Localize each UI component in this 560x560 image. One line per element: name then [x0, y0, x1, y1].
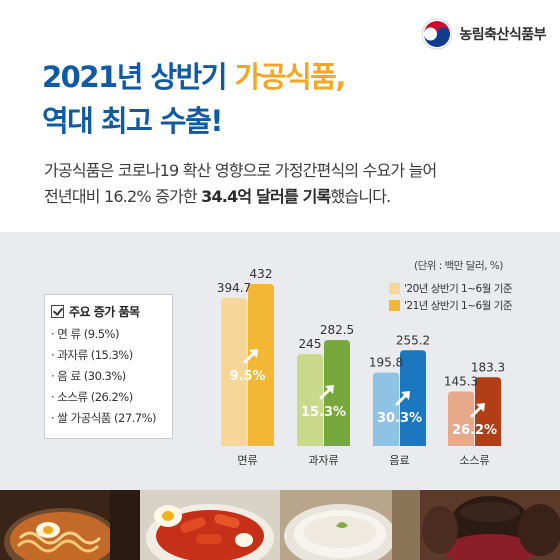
- key-items-title-row: 주요 증가 품목: [51, 303, 172, 320]
- title-line1-a: 2021년 상반기: [42, 60, 235, 94]
- category-label-0: 면류: [237, 454, 257, 467]
- category-label-2: 음료: [389, 454, 409, 467]
- legend-item-2020: '20년 상반기 1~6월 기준: [389, 280, 513, 297]
- legend-label-2020: '20년 상반기 1~6월 기준: [404, 283, 513, 295]
- subtitle-line2-b: 34.4억 달러를 기록: [201, 187, 331, 206]
- key-item-rice-products: · 쌀 가공식품 (27.7%): [51, 411, 157, 425]
- category-label-3: 소스류: [459, 454, 489, 467]
- bar-2021-3: [475, 377, 501, 446]
- growth-arrow-head-1: [325, 385, 334, 394]
- growth-arrow-head-0: [249, 349, 258, 358]
- legend-swatch-2021: [389, 300, 400, 311]
- unit-label: (단위 : 백만 달러, %): [414, 260, 503, 272]
- subtitle-line1: 가공식품은 코로나19 확산 영향으로 가정간편식의 수요가 늘어: [44, 161, 437, 180]
- tteokbokki-photo: [140, 490, 280, 560]
- value-label-2021-1: 282.5: [320, 323, 354, 337]
- title-line2: 역대 최고 수출!: [42, 104, 223, 138]
- food-photo-strip: [0, 490, 560, 560]
- value-label-2020-1: 245: [299, 337, 322, 351]
- legend-swatch-2020: [389, 283, 400, 294]
- key-item-snacks: · 과자류 (15.3%): [51, 348, 133, 362]
- growth-label-1: 15.3%: [301, 405, 346, 420]
- bar-2020-2: [373, 372, 399, 446]
- key-item-sauces: · 소스류 (26.2%): [51, 390, 133, 404]
- sauce-jar-photo: [420, 490, 560, 560]
- key-item-noodles: · 면 류 (9.5%): [51, 327, 119, 341]
- growth-label-2: 30.3%: [377, 411, 422, 426]
- bar-2021-1: [324, 340, 350, 446]
- subtitle-line2-c: 했습니다.: [330, 187, 391, 206]
- bar-2020-1: [297, 354, 323, 446]
- ramen-photo: [0, 490, 140, 560]
- growth-arrow-head-2: [401, 391, 410, 400]
- taegeuk-icon: [421, 18, 453, 50]
- value-label-2020-2: 195.8: [369, 356, 403, 370]
- bar-2020-0: [221, 297, 247, 446]
- ministry-logo: 농림축산식품부: [420, 17, 546, 51]
- growth-label-0: 9.5%: [229, 369, 265, 384]
- bar-2021-0: [248, 284, 274, 446]
- value-label-2020-0: 394.7: [217, 281, 251, 295]
- subtitle: 가공식품은 코로나19 확산 영향으로 가정간편식의 수요가 늘어 전년대비 1…: [44, 158, 437, 210]
- key-item-beverages: · 음 료 (30.3%): [51, 369, 126, 383]
- growth-label-3: 26.2%: [452, 423, 497, 438]
- page-title: 2021년 상반기 가공식품, 역대 최고 수출!: [42, 55, 347, 143]
- value-label-2021-0: 432: [250, 267, 273, 281]
- legend-label-2021: '21년 상반기 1~6월 기준: [404, 300, 513, 312]
- value-label-2020-3: 145.3: [444, 375, 478, 389]
- ministry-name: 농림축산식품부: [459, 27, 546, 43]
- subtitle-line2-a: 전년대비 16.2% 증가한: [44, 187, 202, 206]
- bar-2021-2: [400, 350, 426, 446]
- value-label-2021-3: 183.3: [471, 360, 505, 374]
- value-label-2021-2: 255.2: [396, 333, 430, 347]
- chart-legend: '20년 상반기 1~6월 기준 '21년 상반기 1~6월 기준: [389, 280, 513, 314]
- category-label-1: 과자류: [308, 454, 338, 467]
- legend-item-2021: '21년 상반기 1~6월 기준: [389, 297, 513, 314]
- checkbox-icon: [51, 305, 64, 318]
- growth-arrow-head-3: [476, 403, 485, 412]
- key-items-box: 주요 증가 품목 · 면 류 (9.5%) · 과자류 (15.3%) · 음 …: [44, 294, 173, 439]
- sikhye-photo: [280, 490, 420, 560]
- key-items-title: 주요 증가 품목: [69, 305, 140, 319]
- title-line1-b: 가공식품,: [234, 60, 347, 94]
- bar-2020-3: [448, 391, 474, 446]
